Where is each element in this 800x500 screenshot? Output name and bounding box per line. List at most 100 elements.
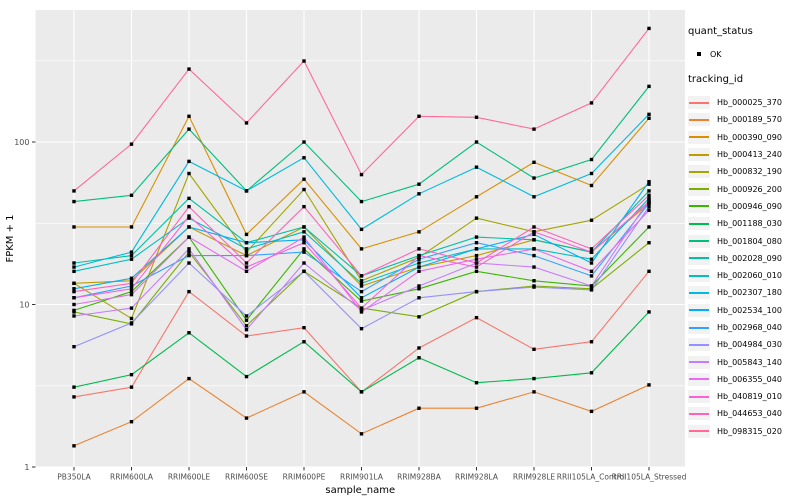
- data-point: [532, 232, 536, 237]
- data-point: [72, 225, 76, 229]
- data-point: [244, 324, 249, 328]
- data-point: [302, 187, 306, 192]
- data-point: [474, 261, 479, 265]
- legend-key-line: [689, 430, 709, 433]
- x-tick-label: RRIM600LE: [168, 473, 211, 482]
- data-point: [532, 376, 536, 381]
- data-point: [302, 390, 306, 394]
- data-point: [417, 269, 421, 274]
- data-point: [187, 67, 191, 71]
- data-point: [72, 189, 76, 193]
- legend-key-swatch: [688, 130, 710, 144]
- data-point: [589, 274, 594, 278]
- data-point: [187, 171, 191, 176]
- legend-tracking-id-items: Hb_000025_370 Hb_000189_570 Hb_000390_090 H…: [688, 94, 800, 440]
- data-point: [589, 371, 594, 375]
- legend-item-Hb_098315_020: Hb_098315_020: [688, 423, 800, 440]
- data-point: [302, 235, 306, 239]
- data-point: [129, 306, 134, 310]
- data-point: [187, 376, 191, 381]
- data-point: [302, 204, 306, 209]
- legend-key-swatch: [688, 286, 710, 300]
- legend-item-label: Hb_000189_570: [717, 115, 782, 125]
- data-point: [72, 265, 76, 269]
- data-point: [302, 59, 306, 63]
- legend-key-line: [689, 343, 709, 346]
- data-point: [474, 165, 479, 169]
- legend-key-line: [689, 291, 709, 294]
- legend-key-line: [689, 118, 709, 121]
- data-point: [474, 265, 479, 269]
- plot-panel: [35, 10, 685, 467]
- legend-key-swatch: [688, 424, 710, 438]
- data-point: [72, 344, 76, 349]
- legend-item-Hb_000926_200: Hb_000926_200: [688, 180, 800, 197]
- data-point: [589, 340, 594, 344]
- legend-item-Hb_000946_090: Hb_000946_090: [688, 198, 800, 215]
- data-point: [302, 140, 306, 144]
- legend-key-swatch: [688, 148, 710, 162]
- data-point: [244, 334, 249, 338]
- data-point: [647, 225, 651, 229]
- data-point: [417, 287, 421, 291]
- legend-key-line: [689, 309, 709, 312]
- legend-key-line: [689, 395, 709, 398]
- data-point: [302, 230, 306, 234]
- data-point: [359, 296, 364, 300]
- data-point: [647, 204, 651, 209]
- data-point: [244, 314, 249, 318]
- legend-key-swatch: [688, 338, 710, 352]
- data-point: [187, 261, 191, 265]
- data-point: [129, 250, 134, 254]
- data-point: [129, 292, 134, 297]
- legend-key-swatch: [688, 234, 710, 248]
- legend-item-Hb_001188_030: Hb_001188_030: [688, 215, 800, 232]
- legend-key-swatch: [688, 390, 710, 404]
- legend-item-Hb_000189_570: Hb_000189_570: [688, 111, 800, 128]
- data-point: [187, 196, 191, 201]
- legend-item-Hb_004984_030: Hb_004984_030: [688, 336, 800, 353]
- data-point: [589, 218, 594, 222]
- data-point: [72, 444, 76, 448]
- legend-key-line: [689, 361, 709, 364]
- legend-key-line: [689, 378, 709, 381]
- data-point: [129, 142, 134, 146]
- data-point: [647, 116, 651, 120]
- legend-key-swatch: [688, 355, 710, 369]
- data-point: [359, 289, 364, 294]
- legend-key-swatch: [688, 96, 710, 110]
- legend-key-line: [689, 240, 709, 243]
- legend-item-label: Hb_000946_090: [717, 201, 782, 211]
- data-point: [417, 255, 421, 260]
- data-point: [589, 409, 594, 414]
- data-point: [474, 241, 479, 245]
- data-point: [129, 385, 134, 389]
- data-point: [589, 284, 594, 288]
- data-point: [359, 284, 364, 288]
- data-point: [129, 225, 134, 229]
- data-point: [129, 276, 134, 280]
- data-point: [474, 140, 479, 144]
- data-point: [72, 314, 76, 318]
- data-point: [129, 316, 134, 321]
- data-point: [417, 114, 421, 118]
- data-point: [589, 288, 594, 292]
- data-point: [244, 261, 249, 265]
- legend-item-label: Hb_001188_030: [717, 219, 782, 229]
- ok-square-marker-icon: [697, 52, 701, 56]
- data-point: [244, 232, 249, 237]
- data-point: [302, 238, 306, 242]
- legend-key-line: [689, 326, 709, 329]
- legend-key-swatch: [688, 251, 710, 265]
- data-point: [359, 279, 364, 283]
- data-point: [589, 247, 594, 251]
- data-point: [129, 372, 134, 377]
- data-point: [359, 281, 364, 286]
- data-point: [359, 310, 364, 314]
- data-point: [72, 289, 76, 294]
- x-tick-label: RRII105LA_Control: [557, 473, 627, 482]
- data-point: [302, 261, 306, 265]
- x-tick-label: RRIM600PE: [283, 473, 326, 482]
- data-point: [129, 321, 134, 325]
